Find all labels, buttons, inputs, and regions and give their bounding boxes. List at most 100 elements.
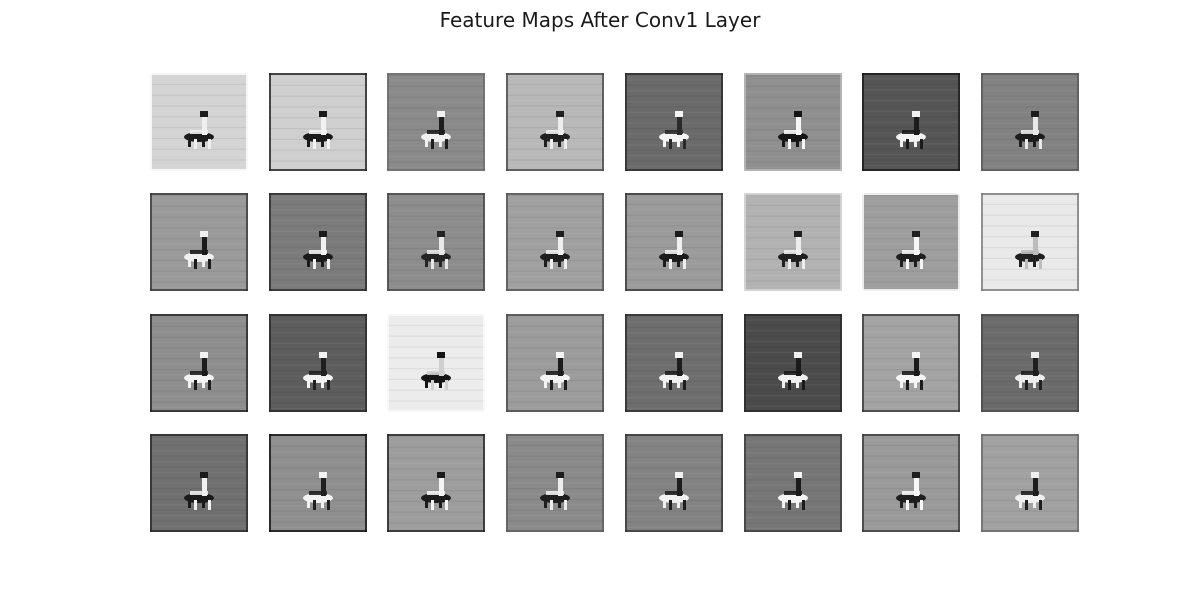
texture-stripe	[387, 400, 485, 402]
feature-map-image	[981, 314, 1079, 412]
texture-stripe	[150, 243, 248, 245]
texture-stripe	[506, 396, 604, 398]
subject-leg	[677, 139, 680, 147]
map-edge	[269, 193, 367, 195]
texture-stripe	[387, 441, 485, 443]
texture-stripe	[150, 385, 248, 387]
map-edge	[387, 410, 485, 412]
map-background	[744, 73, 842, 171]
texture-stripe	[506, 509, 604, 511]
texture-stripe	[150, 342, 248, 344]
subject-neck	[1033, 115, 1038, 135]
texture-stripe	[981, 359, 1079, 361]
texture-stripe	[387, 237, 485, 239]
subject-leg	[920, 139, 923, 149]
map-background	[862, 434, 960, 532]
texture-stripe	[625, 526, 723, 528]
texture-stripe	[862, 227, 960, 229]
map-edge	[387, 289, 485, 291]
map-background	[744, 314, 842, 412]
texture-stripe	[862, 455, 960, 457]
subject-leg	[906, 139, 909, 149]
subject-leg	[327, 139, 330, 149]
map-background	[387, 73, 485, 171]
texture-stripe	[269, 225, 367, 227]
texture-stripe	[506, 325, 604, 327]
texture-stripe	[506, 461, 604, 463]
map-edge	[387, 434, 485, 436]
map-edge	[246, 434, 248, 532]
subject-head	[912, 352, 920, 358]
texture-stripe	[981, 279, 1079, 281]
map-edge	[506, 530, 604, 532]
subject-leg	[307, 139, 310, 147]
texture-stripe	[625, 326, 723, 328]
texture-stripe	[862, 342, 960, 344]
subject-leg	[425, 139, 428, 147]
map-edge	[840, 314, 842, 412]
subject-neck	[1033, 356, 1038, 376]
texture-stripe	[981, 198, 1079, 200]
map-background	[981, 193, 1079, 291]
subject-highlight	[427, 491, 445, 495]
map-edge	[150, 73, 152, 171]
subject-leg	[558, 380, 561, 388]
subject-head	[675, 352, 683, 358]
subject-neck	[439, 476, 444, 496]
subject-leg	[188, 259, 191, 267]
texture-stripe	[862, 116, 960, 118]
texture-stripe	[150, 148, 248, 150]
subject-leg	[564, 380, 567, 390]
texture-stripe	[625, 316, 723, 318]
map-edge	[150, 434, 248, 436]
subject-neck	[796, 356, 801, 376]
texture-stripe	[625, 483, 723, 485]
subject-leg	[431, 259, 434, 269]
texture-stripe	[981, 149, 1079, 151]
texture-stripe	[744, 436, 842, 438]
texture-stripe	[150, 444, 248, 446]
subject-head	[675, 111, 683, 117]
texture-stripe	[506, 89, 604, 91]
texture-stripe	[387, 102, 485, 104]
texture-stripe	[506, 94, 604, 96]
subject-head	[1031, 231, 1039, 237]
map-background	[625, 193, 723, 291]
texture-stripe	[862, 94, 960, 96]
texture-stripe	[625, 478, 723, 480]
subject-head	[437, 472, 445, 478]
subject-leg	[677, 500, 680, 508]
texture-stripe	[862, 195, 960, 197]
feature-map-tile	[150, 314, 248, 412]
feature-map-image	[744, 193, 842, 291]
subject-leg	[188, 139, 191, 147]
feature-map-tile	[150, 434, 248, 532]
texture-stripe	[506, 286, 604, 288]
texture-stripe	[625, 84, 723, 86]
texture-stripe	[506, 265, 604, 267]
texture-stripe	[506, 331, 604, 333]
texture-stripe	[981, 106, 1079, 108]
texture-stripe	[150, 488, 248, 490]
texture-stripe	[150, 238, 248, 240]
feature-map-tile	[862, 73, 960, 171]
subject-neck	[439, 235, 444, 255]
subject-leg	[550, 259, 553, 269]
texture-stripe	[625, 101, 723, 103]
texture-stripe	[625, 111, 723, 113]
texture-stripe	[387, 362, 485, 364]
texture-stripe	[506, 121, 604, 123]
texture-stripe	[625, 155, 723, 157]
texture-stripe	[387, 484, 485, 486]
subject-leg	[544, 380, 547, 388]
texture-stripe	[744, 221, 842, 223]
texture-stripe	[625, 198, 723, 200]
texture-stripe	[387, 85, 485, 87]
texture-stripe	[506, 243, 604, 245]
subject-leg	[321, 139, 324, 147]
subject-leg	[544, 139, 547, 147]
texture-stripe	[387, 473, 485, 475]
texture-stripe	[506, 205, 604, 207]
texture-stripe	[150, 450, 248, 452]
map-edge	[506, 193, 508, 291]
